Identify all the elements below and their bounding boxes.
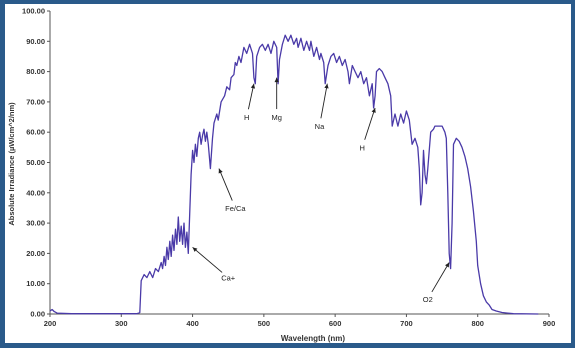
y-tick-label: 10.00 [26, 279, 45, 288]
x-tick-label: 900 [543, 319, 556, 328]
y-tick-label: 70.00 [26, 97, 45, 106]
annotation-arrow [320, 83, 328, 119]
annotation-arrow [431, 262, 450, 293]
x-tick-label: 700 [400, 319, 413, 328]
axes [47, 10, 550, 317]
y-tick-label: 90.00 [26, 37, 45, 46]
irradiance-spectrum-chart: 0.00 10.00 20.00 30.00 40.00 50.00 60.00 70.00 8… [7, 7, 555, 344]
annotation-arrow [218, 168, 233, 201]
annotation-arrowhead [371, 107, 376, 113]
x-axis-title: Wavelength (nm) [281, 334, 345, 343]
series-line-1 [49, 34, 539, 315]
annotation-label: Ca+ [221, 274, 236, 283]
annotation-arrowhead [445, 262, 450, 268]
y-tick-label: 60.00 [26, 128, 45, 137]
annotation-label: O2 [423, 295, 433, 304]
x-tick-label: 600 [329, 319, 342, 328]
annotations: Ca+ Fe/Ca H Mg Na H O2 [192, 77, 450, 304]
chart-panel: 0.00 10.00 20.00 30.00 40.00 50.00 60.00 70.00 8… [5, 4, 571, 343]
annotation-arrowhead [192, 247, 198, 252]
annotation-label: Mg [271, 113, 281, 122]
y-tick-label: 30.00 [26, 219, 45, 228]
tick-labels: 0.00 10.00 20.00 30.00 40.00 50.00 60.00 70.00 8… [22, 7, 555, 329]
annotation-arrowhead [324, 83, 329, 89]
y-tick-label: 0.00 [30, 310, 45, 319]
annotation-label: H [244, 113, 249, 122]
annotation-arrowhead [218, 168, 223, 174]
y-tick-label: 40.00 [26, 188, 45, 197]
x-tick-label: 200 [44, 319, 57, 328]
y-tick-label: 100.00 [22, 7, 45, 16]
y-tick-label: 50.00 [26, 158, 45, 167]
y-tick-label: 20.00 [26, 249, 45, 258]
x-tick-label: 300 [115, 319, 128, 328]
x-tick-label: 500 [258, 319, 271, 328]
series-group [49, 34, 539, 315]
annotation-arrow [364, 107, 376, 140]
annotation-label: Fe/Ca [225, 204, 246, 213]
x-tick-label: 400 [186, 319, 199, 328]
annotation-label: H [360, 143, 365, 152]
x-tick-label: 800 [471, 319, 484, 328]
annotation-arrow [192, 246, 223, 273]
annotation-arrowhead [274, 77, 279, 83]
y-axis-title: Absolute Irradiance (µW/cm^2/nm) [7, 102, 16, 226]
annotation-arrowhead [250, 83, 256, 89]
y-tick-label: 80.00 [26, 67, 45, 76]
annotation-label: Na [315, 122, 325, 131]
